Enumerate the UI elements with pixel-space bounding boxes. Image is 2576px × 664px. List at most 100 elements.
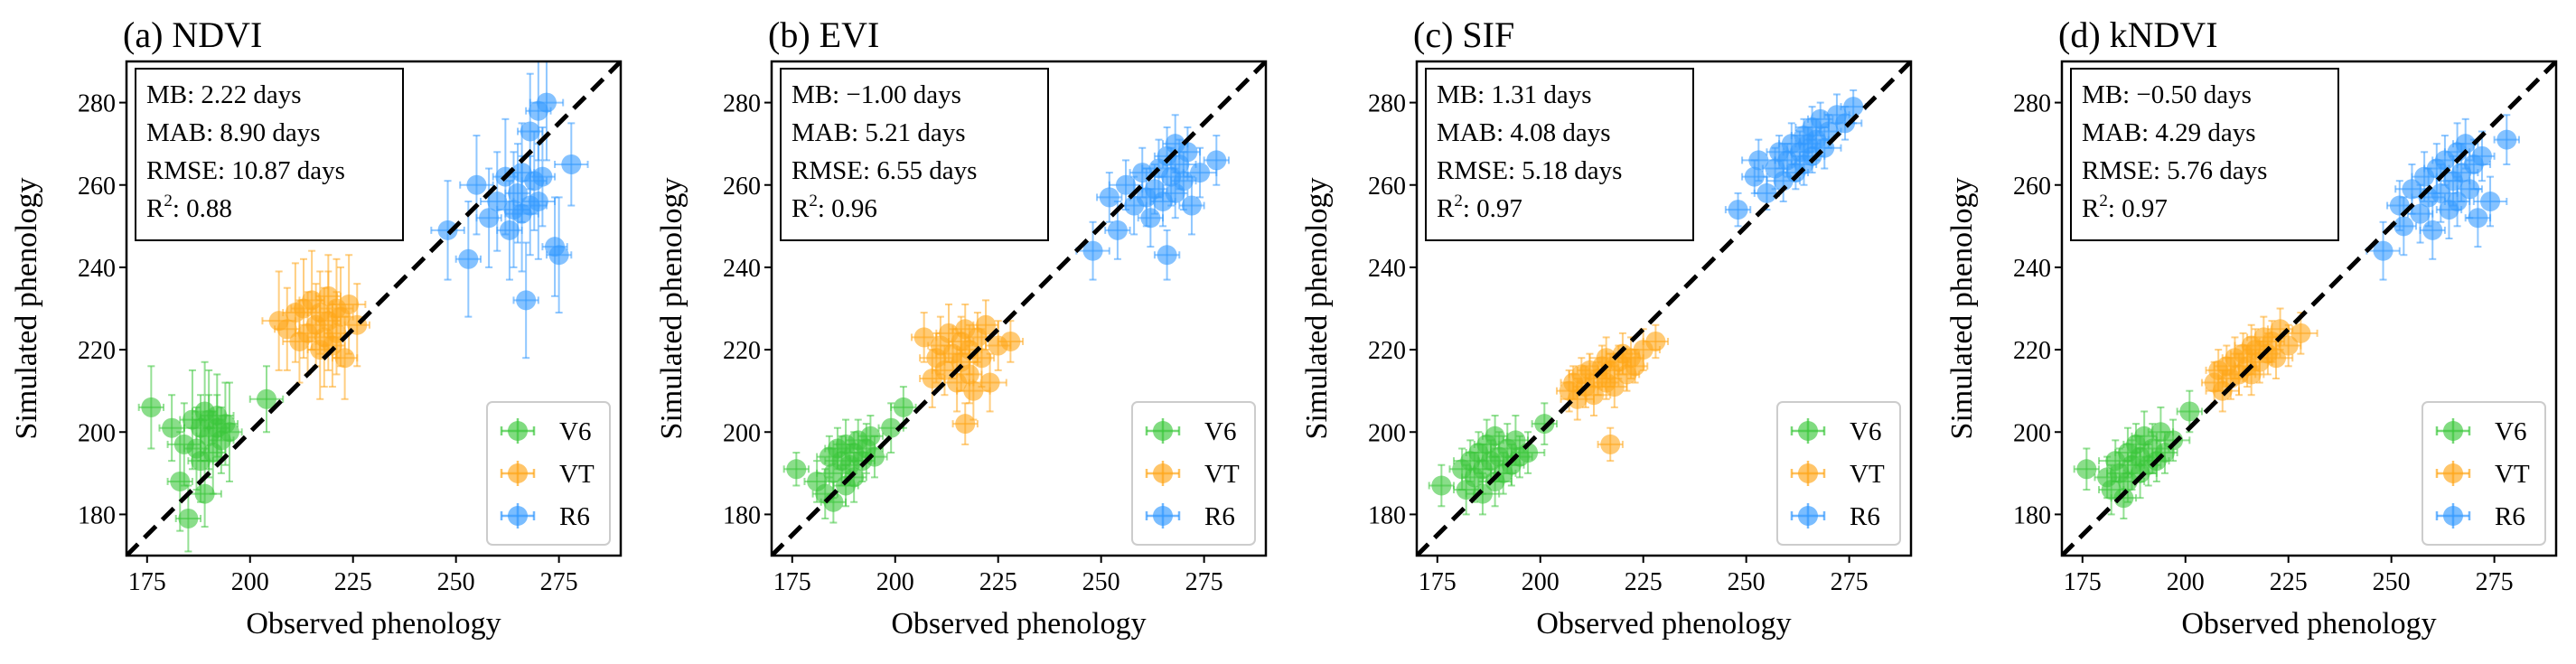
- data-point: [219, 422, 239, 443]
- data-point: [1534, 414, 1555, 435]
- series-v6: [2073, 389, 2203, 519]
- legend-item-r6: R6: [1145, 502, 1235, 531]
- r2-separator: :: [173, 194, 186, 223]
- data-point: [548, 245, 569, 266]
- r2-prefix: R: [1437, 194, 1455, 223]
- data-point: [499, 220, 520, 240]
- legend-label: R6: [1850, 502, 1880, 531]
- stat-mab: MAB: 5.21 days: [792, 118, 966, 147]
- stat-r2: R2: 0.97: [1437, 192, 1522, 223]
- legend-item-r6: R6: [500, 502, 590, 531]
- legend-marker: [1153, 421, 1173, 441]
- y-tick-label: 200: [2013, 419, 2051, 447]
- data-point: [2402, 179, 2422, 200]
- data-point: [2278, 335, 2299, 356]
- data-point: [1728, 200, 1748, 220]
- legend-marker: [1798, 463, 1818, 483]
- series-vt: [1555, 323, 1670, 463]
- y-axis-label: Simulated phenology: [10, 178, 43, 440]
- y-axis-label: Simulated phenology: [1300, 178, 1334, 440]
- data-point: [2480, 191, 2501, 211]
- data-point: [1206, 150, 1227, 171]
- data-point: [479, 208, 500, 229]
- y-tick-label: 180: [2013, 501, 2051, 529]
- stat-mab: MAB: 8.90 days: [146, 118, 321, 147]
- legend-marker: [2443, 421, 2463, 441]
- series-vt: [910, 299, 1025, 445]
- data-point: [256, 388, 276, 409]
- legend-item-vt: VT: [1790, 460, 1885, 489]
- data-point: [2393, 216, 2414, 237]
- x-axis-label: Observed phenology: [891, 607, 1146, 641]
- axes-frame: [1415, 60, 1913, 557]
- stats-box: MB: −1.00 days MAB: 5.21 days RMSE: 6.55 d…: [780, 68, 1049, 241]
- data-point: [1107, 220, 1128, 240]
- r2-separator: :: [818, 194, 831, 223]
- r2-separator: :: [2108, 194, 2122, 223]
- series-vt: [2200, 307, 2318, 413]
- data-point: [2290, 323, 2311, 343]
- x-tick-label: 200: [876, 568, 914, 596]
- legend: V6 VT R6: [486, 401, 611, 546]
- legend-marker: [2443, 463, 2463, 483]
- data-point: [1843, 97, 1864, 117]
- x-tick-label: 225: [979, 568, 1017, 596]
- stat-mb: MB: 2.22 days: [146, 80, 302, 109]
- y-tick-label: 280: [723, 90, 761, 118]
- stat-mb: MB: −1.00 days: [792, 80, 961, 109]
- series-vt: [261, 249, 370, 400]
- data-point: [178, 508, 199, 528]
- stats-box: MB: 1.31 days MAB: 4.08 days RMSE: 5.18 da…: [1425, 68, 1694, 241]
- data-point: [893, 397, 913, 417]
- x-tick-label: 275: [540, 568, 578, 596]
- data-point: [520, 121, 540, 142]
- legend-item-vt: VT: [1145, 460, 1240, 489]
- data-point: [1157, 245, 1177, 266]
- axes-frame: [2060, 60, 2558, 557]
- data-point: [1181, 195, 1202, 216]
- data-point: [1756, 182, 1777, 203]
- data-point: [976, 314, 997, 335]
- data-point: [864, 446, 885, 467]
- data-point: [959, 364, 979, 385]
- identity-line: [772, 61, 1266, 556]
- y-axis-label: Simulated phenology: [655, 178, 688, 440]
- panel-title: (b) EVI: [768, 14, 879, 55]
- legend-marker: [1153, 463, 1173, 483]
- r2-superscript: 2: [164, 192, 173, 210]
- data-point: [1082, 240, 1103, 261]
- x-tick-label: 200: [231, 568, 269, 596]
- data-point: [786, 459, 807, 480]
- panel-title: (a) NDVI: [123, 14, 262, 55]
- data-point: [2266, 348, 2287, 369]
- legend-marker: [508, 506, 528, 526]
- data-point: [1505, 430, 1526, 451]
- y-tick-label: 280: [78, 90, 116, 118]
- legend-item-r6: R6: [2435, 502, 2525, 531]
- y-axis-label: Simulated phenology: [1945, 178, 1979, 440]
- x-tick-label: 225: [2270, 568, 2308, 596]
- data-point: [1748, 150, 1769, 171]
- data-layer: [126, 61, 621, 556]
- stat-r2: R2: 0.88: [146, 192, 232, 223]
- panel-1: (a) NDVI 175 200 225 250 275 180 200 220 240 260 28…: [10, 14, 623, 641]
- data-point: [1584, 385, 1605, 406]
- y-tick-label: 260: [723, 173, 761, 201]
- series-v6: [1428, 402, 1558, 516]
- data-point: [437, 220, 458, 240]
- r2-value: 0.97: [2122, 194, 2168, 223]
- data-point: [2179, 401, 2200, 422]
- legend-label: V6: [559, 417, 591, 446]
- series-r6: [2365, 114, 2520, 281]
- legend-item-v6: V6: [1145, 417, 1236, 446]
- y-tick-label: 180: [1368, 501, 1406, 529]
- data-point: [170, 471, 191, 491]
- y-tick-label: 280: [2013, 90, 2051, 118]
- axes-frame: [770, 60, 1268, 557]
- data-point: [1173, 171, 1194, 192]
- y-tick-label: 240: [2013, 255, 2051, 283]
- data-point: [561, 154, 582, 174]
- y-tick-label: 260: [2013, 173, 2051, 201]
- y-tick-label: 220: [1368, 337, 1406, 365]
- y-tick-label: 240: [78, 255, 116, 283]
